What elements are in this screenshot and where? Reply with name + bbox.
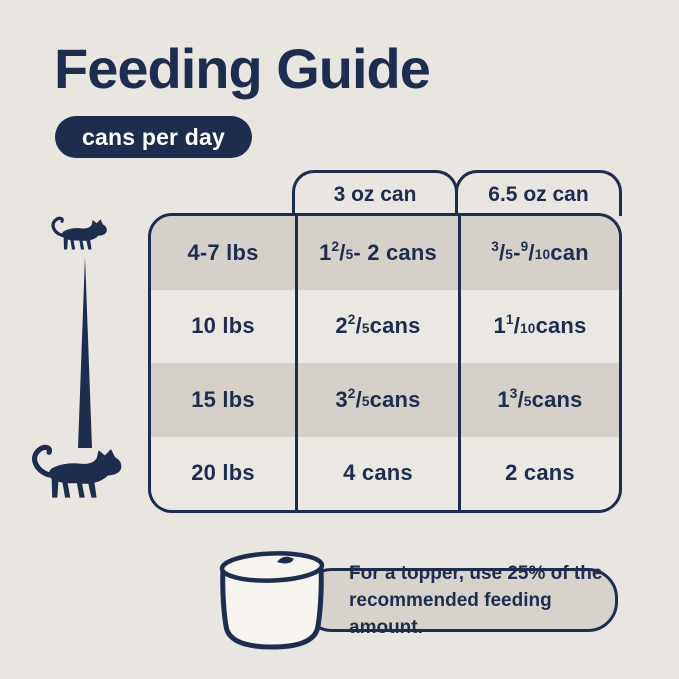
page-title: Feeding Guide — [54, 37, 431, 100]
column-header-3oz: 3 oz can — [292, 170, 458, 216]
table-row: 10 lbs 2 2/5 cans 1 1/10 cans — [151, 289, 619, 363]
weight-cell: 15 lbs — [191, 386, 255, 412]
large-can-cell: 2 cans — [458, 436, 619, 510]
topper-note: For a topper, use 25% of the recommended… — [302, 563, 618, 638]
food-can-icon — [219, 551, 325, 650]
cans-per-day-badge: cans per day — [55, 116, 253, 158]
small-cat-icon — [51, 216, 107, 250]
topper-note-line2: recommended feeding amount. — [349, 589, 552, 638]
small-can-cell: 1 2/5 - 2 cans — [295, 216, 458, 290]
weight-cell: 10 lbs — [191, 313, 255, 339]
pull-tab-icon — [277, 556, 294, 564]
large-can-cell: 1 3/5 cans — [458, 363, 619, 437]
small-can-cell: 2 2/5 cans — [295, 289, 458, 363]
table-row: 4-7 lbs 1 2/5 - 2 cans 3/5 - 9/10 can — [151, 216, 619, 290]
small-can-cell: 3 2/5 cans — [295, 363, 458, 437]
feeding-table: 3 oz can 6.5 oz can 4-7 lbs 1 2/5 - 2 cans… — [148, 170, 622, 513]
large-cat-icon — [32, 444, 122, 498]
large-can-cell: 3/5 - 9/10 can — [458, 216, 619, 290]
column-header-6-5oz: 6.5 oz can — [455, 170, 622, 216]
weight-cell: 4-7 lbs — [187, 239, 259, 265]
column-header-label: 6.5 oz can — [488, 182, 589, 206]
table-row: 20 lbs 4 cans 2 cans — [151, 436, 619, 510]
badge-label: cans per day — [82, 123, 226, 150]
size-wedge-shape — [78, 256, 92, 448]
topper-note-line1: For a topper, use 25% of the — [349, 562, 603, 584]
column-header-label: 3 oz can — [333, 182, 417, 206]
weight-cell: 20 lbs — [191, 460, 255, 486]
small-can-cell: 4 cans — [295, 436, 458, 510]
table-body: 4-7 lbs 1 2/5 - 2 cans 3/5 - 9/10 can 10 lbs… — [148, 213, 622, 513]
large-can-cell: 1 1/10 cans — [458, 289, 619, 363]
table-row: 15 lbs 3 2/5 cans 1 3/5 cans — [151, 363, 619, 437]
